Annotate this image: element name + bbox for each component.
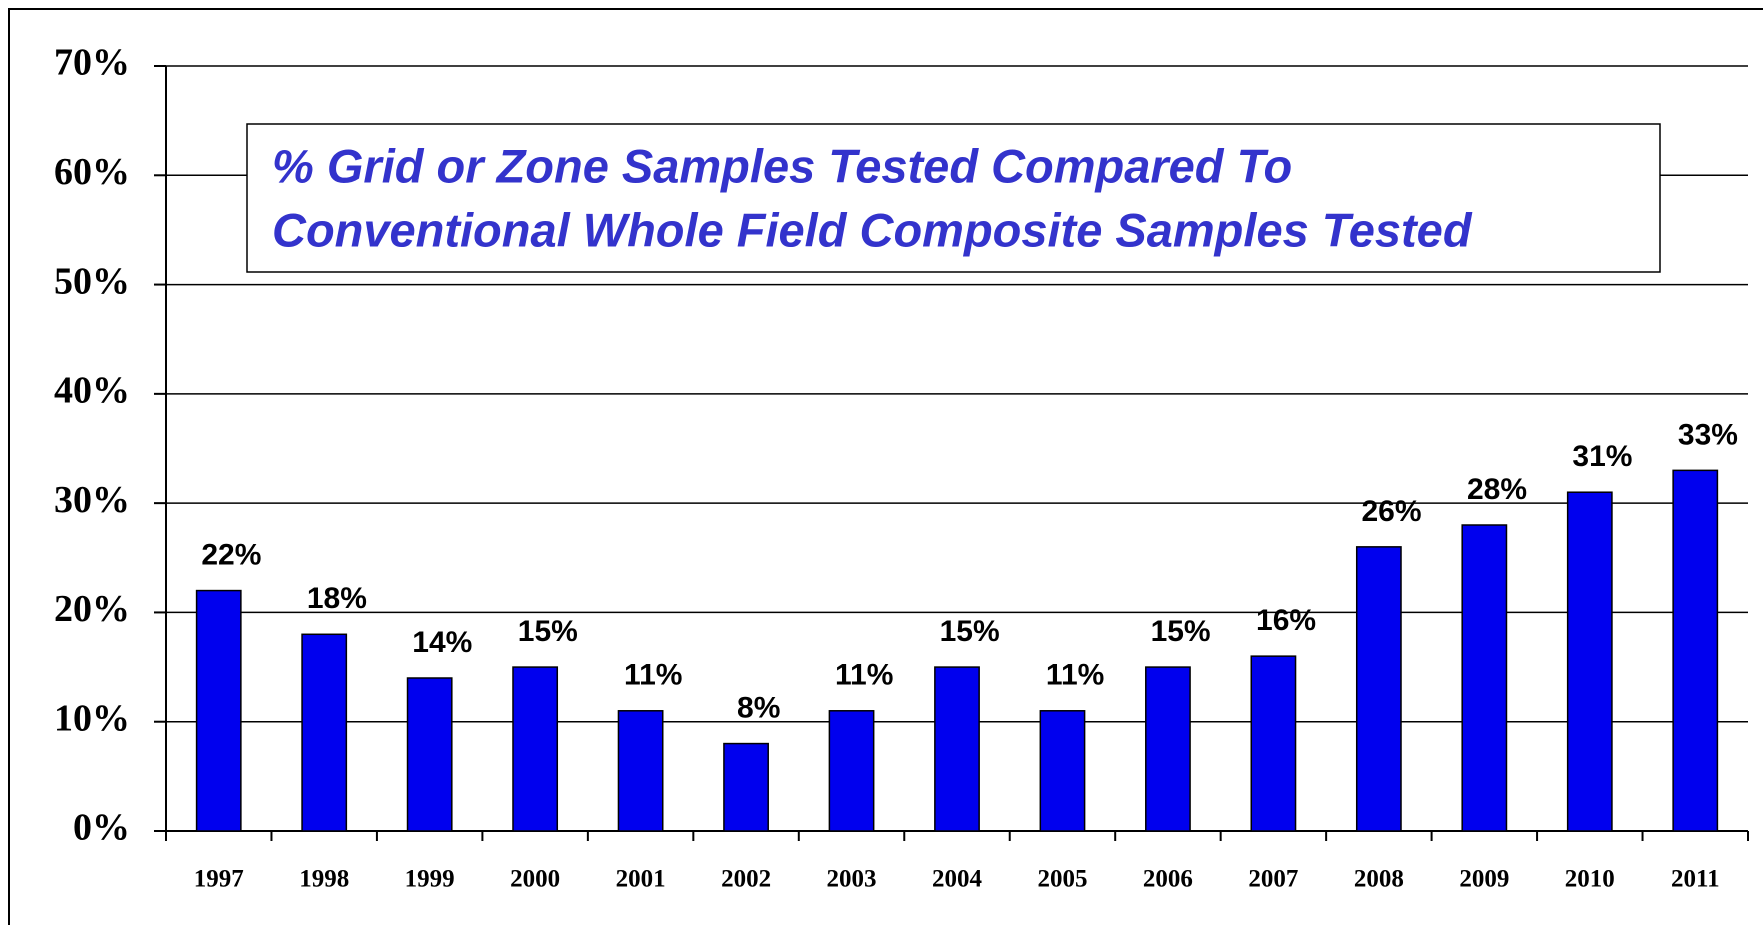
x-tick-label: 2008 xyxy=(1354,866,1404,893)
x-tick-label: 1999 xyxy=(405,866,455,893)
x-tick-label: 2000 xyxy=(510,866,560,893)
y-tick-label: 30% xyxy=(54,479,130,521)
bar xyxy=(934,666,980,832)
bar xyxy=(1355,546,1402,832)
bar xyxy=(1672,469,1719,832)
value-label: 15% xyxy=(518,615,578,648)
y-tick-label: 40% xyxy=(54,370,130,412)
bar xyxy=(723,742,769,832)
value-label: 33% xyxy=(1678,418,1738,451)
value-label: 14% xyxy=(412,626,472,659)
bar xyxy=(1566,491,1613,832)
bar xyxy=(617,710,664,832)
x-tick-label: 2006 xyxy=(1143,866,1193,893)
value-label: 18% xyxy=(307,582,367,615)
x-tick-label: 2001 xyxy=(616,866,666,893)
chart-frame xyxy=(8,8,1763,925)
value-label: 26% xyxy=(1361,495,1421,528)
x-tick-label: 2004 xyxy=(932,866,983,893)
value-label: 16% xyxy=(1256,604,1316,637)
y-tick-label: 60% xyxy=(54,151,130,193)
bar xyxy=(1461,524,1508,832)
value-label: 11% xyxy=(835,659,893,692)
bar xyxy=(406,677,453,832)
x-tick-label: 2009 xyxy=(1459,866,1509,893)
x-tick-label: 2010 xyxy=(1565,866,1615,893)
value-label: 28% xyxy=(1467,473,1527,506)
bar xyxy=(1039,710,1086,832)
chart-title: Conventional Whole Field Composite Sampl… xyxy=(272,203,1473,256)
bar xyxy=(1145,666,1191,832)
x-tick-label: 1998 xyxy=(299,866,349,893)
chart-title: % Grid or Zone Samples Tested Compared T… xyxy=(272,139,1292,192)
bar xyxy=(512,666,559,832)
y-tick-label: 10% xyxy=(54,697,130,739)
value-label: 8% xyxy=(737,691,780,724)
value-label: 31% xyxy=(1572,440,1632,473)
y-tick-label: 0% xyxy=(73,807,130,849)
x-tick-label: 2007 xyxy=(1248,866,1298,893)
x-tick-label: 2002 xyxy=(721,866,771,893)
y-tick-label: 20% xyxy=(54,588,130,630)
x-tick-label: 2003 xyxy=(827,866,877,893)
value-label: 15% xyxy=(940,615,1000,648)
bar xyxy=(301,633,348,832)
bar xyxy=(828,710,875,832)
value-label: 11% xyxy=(1046,659,1104,692)
title-box xyxy=(246,123,1661,273)
x-tick-label: 2005 xyxy=(1037,866,1087,893)
value-label: 15% xyxy=(1151,615,1211,648)
bar xyxy=(1250,655,1297,832)
x-tick-label: 1997 xyxy=(194,866,244,893)
x-tick-label: 2011 xyxy=(1671,866,1720,893)
y-tick-label: 50% xyxy=(54,260,130,302)
value-label: 22% xyxy=(201,538,261,571)
bar xyxy=(195,589,242,832)
value-label: 11% xyxy=(624,659,682,692)
y-tick-label: 70% xyxy=(54,42,130,84)
